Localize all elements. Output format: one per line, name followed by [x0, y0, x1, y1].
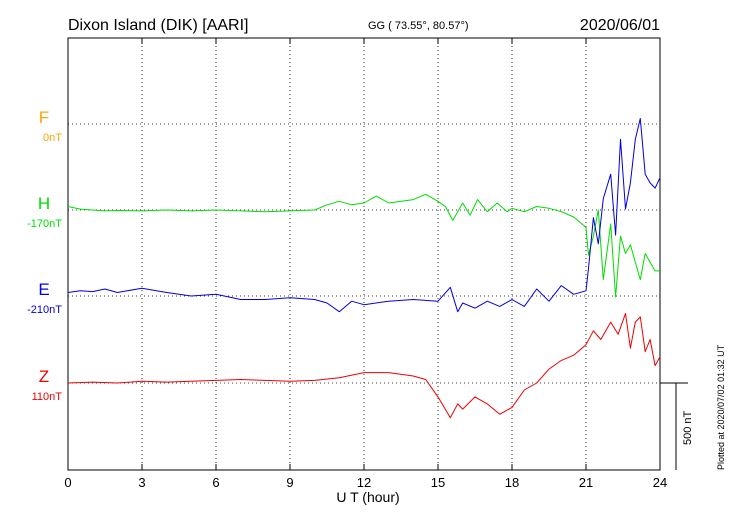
scale-bar-label: 500 nT	[682, 410, 694, 445]
coordinates-label: GG ( 73.55°, 80.57°)	[368, 20, 469, 32]
channel-baseline-e: -210nT	[27, 304, 62, 316]
plotted-note: Plotted at 2020/07/02 01:32 UT	[716, 344, 726, 470]
data-traces	[67, 118, 661, 419]
x-tick-label: 24	[653, 475, 667, 490]
channel-labels: F 0nT H -170nT E -210nT Z 110nT	[27, 108, 62, 403]
channel-label-h: H	[38, 194, 50, 213]
station-title: Dixon Island (DIK) [AARI]	[68, 17, 249, 34]
x-tick-label: 3	[138, 475, 145, 490]
x-tick-label: 21	[579, 475, 593, 490]
series-line-e	[67, 118, 661, 313]
date-label: 2020/06/01	[580, 17, 660, 34]
channel-baseline-f: 0nT	[43, 132, 62, 144]
x-tick-label: 18	[505, 475, 519, 490]
channel-label-f: F	[39, 108, 49, 127]
x-tick-label: 0	[64, 475, 71, 490]
x-axis-ticks: 0 3 6 9 12 15 18 21 24	[64, 38, 667, 490]
x-axis-label: U T (hour)	[336, 489, 399, 505]
channel-baseline-z: 110nT	[32, 391, 63, 403]
channel-label-z: Z	[39, 367, 49, 386]
series-line-z	[67, 312, 661, 419]
x-tick-label: 12	[357, 475, 371, 490]
x-tick-label: 9	[286, 475, 293, 490]
x-tick-label: 15	[431, 475, 445, 490]
channel-baseline-h: -170nT	[27, 218, 62, 230]
series-line-h	[67, 193, 660, 298]
grid	[68, 38, 660, 470]
channel-label-e: E	[38, 280, 49, 299]
x-tick-label: 6	[212, 475, 219, 490]
